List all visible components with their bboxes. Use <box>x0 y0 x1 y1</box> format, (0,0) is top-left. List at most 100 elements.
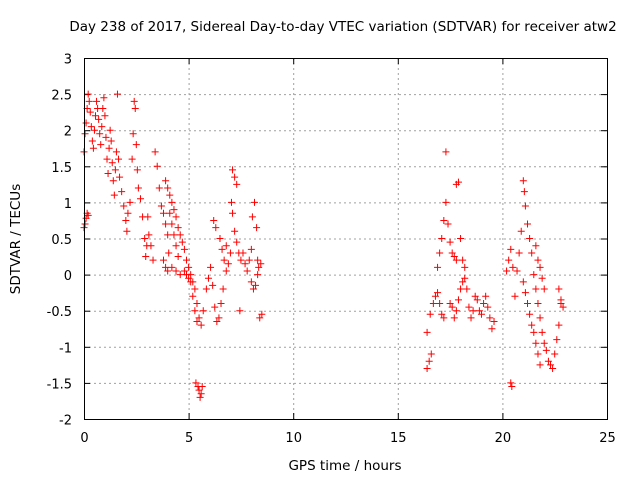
data-point <box>544 357 552 365</box>
data-point <box>547 361 555 369</box>
data-point <box>452 307 460 315</box>
y-tick-label: -1.5 <box>47 377 72 392</box>
data-point <box>103 155 111 163</box>
data-point <box>209 281 217 289</box>
data-point <box>519 177 527 185</box>
data-point <box>241 260 249 268</box>
data-point <box>534 256 542 264</box>
data-point <box>155 184 163 192</box>
data-point <box>461 274 469 282</box>
data-point <box>434 289 442 297</box>
data-point <box>88 137 96 145</box>
data-point <box>195 314 203 322</box>
data-point <box>452 256 460 264</box>
data-point <box>172 213 180 221</box>
data-point <box>503 267 511 275</box>
data-point <box>191 285 199 293</box>
data-point <box>124 209 132 217</box>
data-point <box>202 285 210 293</box>
data-point <box>159 209 167 217</box>
data-point <box>109 177 117 185</box>
data-point <box>100 94 108 102</box>
data-point <box>85 97 93 105</box>
data-point <box>454 296 462 304</box>
x-tick-label: 20 <box>495 431 512 446</box>
y-tick-label: 0 <box>64 269 72 284</box>
data-point <box>168 220 176 228</box>
data-point <box>168 198 176 206</box>
x-tick-label: 25 <box>599 431 616 446</box>
data-point <box>174 224 182 232</box>
data-point <box>90 126 98 134</box>
data-point <box>507 245 515 253</box>
data-point <box>444 220 452 228</box>
plot-frame <box>84 58 608 420</box>
data-point <box>237 256 245 264</box>
data-point <box>465 303 473 311</box>
data-point <box>255 263 263 271</box>
data-point <box>229 209 237 217</box>
data-point <box>99 105 107 113</box>
data-point <box>524 220 532 228</box>
data-point <box>243 267 251 275</box>
data-point <box>459 278 467 286</box>
data-point <box>229 166 237 174</box>
data-point <box>509 263 517 271</box>
data-point <box>149 256 157 264</box>
data-point <box>436 249 444 257</box>
data-point <box>528 321 536 329</box>
data-point <box>165 249 173 257</box>
data-point <box>484 303 492 311</box>
data-point <box>480 299 488 307</box>
data-point <box>426 310 434 318</box>
data-point <box>183 256 191 264</box>
data-point <box>446 299 454 307</box>
data-point <box>166 209 174 217</box>
data-point <box>540 285 548 293</box>
data-point <box>136 195 144 203</box>
data-point <box>106 126 114 134</box>
data-point <box>477 310 485 318</box>
data-point <box>553 336 561 344</box>
data-point <box>81 220 89 228</box>
data-point <box>250 198 258 206</box>
data-point <box>505 256 513 264</box>
data-point <box>222 242 230 250</box>
data-point <box>526 235 534 242</box>
data-point <box>442 148 450 156</box>
data-point <box>438 310 446 318</box>
data-point <box>141 235 149 242</box>
data-point <box>96 130 104 138</box>
data-point <box>180 245 188 253</box>
data-point <box>193 299 201 307</box>
data-point <box>233 238 241 246</box>
data-point <box>95 115 103 123</box>
data-point <box>459 256 467 264</box>
data-point <box>216 235 224 242</box>
data-point <box>164 231 172 239</box>
y-tick-label: 1 <box>64 197 72 212</box>
data-point <box>219 285 227 293</box>
data-point <box>162 177 170 185</box>
data-point <box>442 198 450 206</box>
x-axis-label: GPS time / hours <box>288 458 401 474</box>
data-point <box>157 202 165 210</box>
data-point <box>176 231 184 239</box>
data-point <box>434 263 442 271</box>
data-point <box>482 292 490 300</box>
data-point <box>524 299 532 307</box>
data-point <box>217 299 225 307</box>
data-point <box>446 238 454 246</box>
chart-title: Day 238 of 2017, Sidereal Day-to-day VTE… <box>69 19 616 35</box>
data-point <box>440 314 448 322</box>
data-point <box>488 325 496 333</box>
data-point <box>247 245 255 253</box>
y-axis-label: SDTVAR / TECUs <box>8 184 24 294</box>
data-point <box>213 318 221 326</box>
data-point <box>555 321 563 329</box>
data-point <box>257 260 265 268</box>
data-point <box>126 198 134 206</box>
data-point <box>147 242 155 250</box>
data-point <box>526 310 534 318</box>
y-tick-label: -2 <box>59 414 72 429</box>
